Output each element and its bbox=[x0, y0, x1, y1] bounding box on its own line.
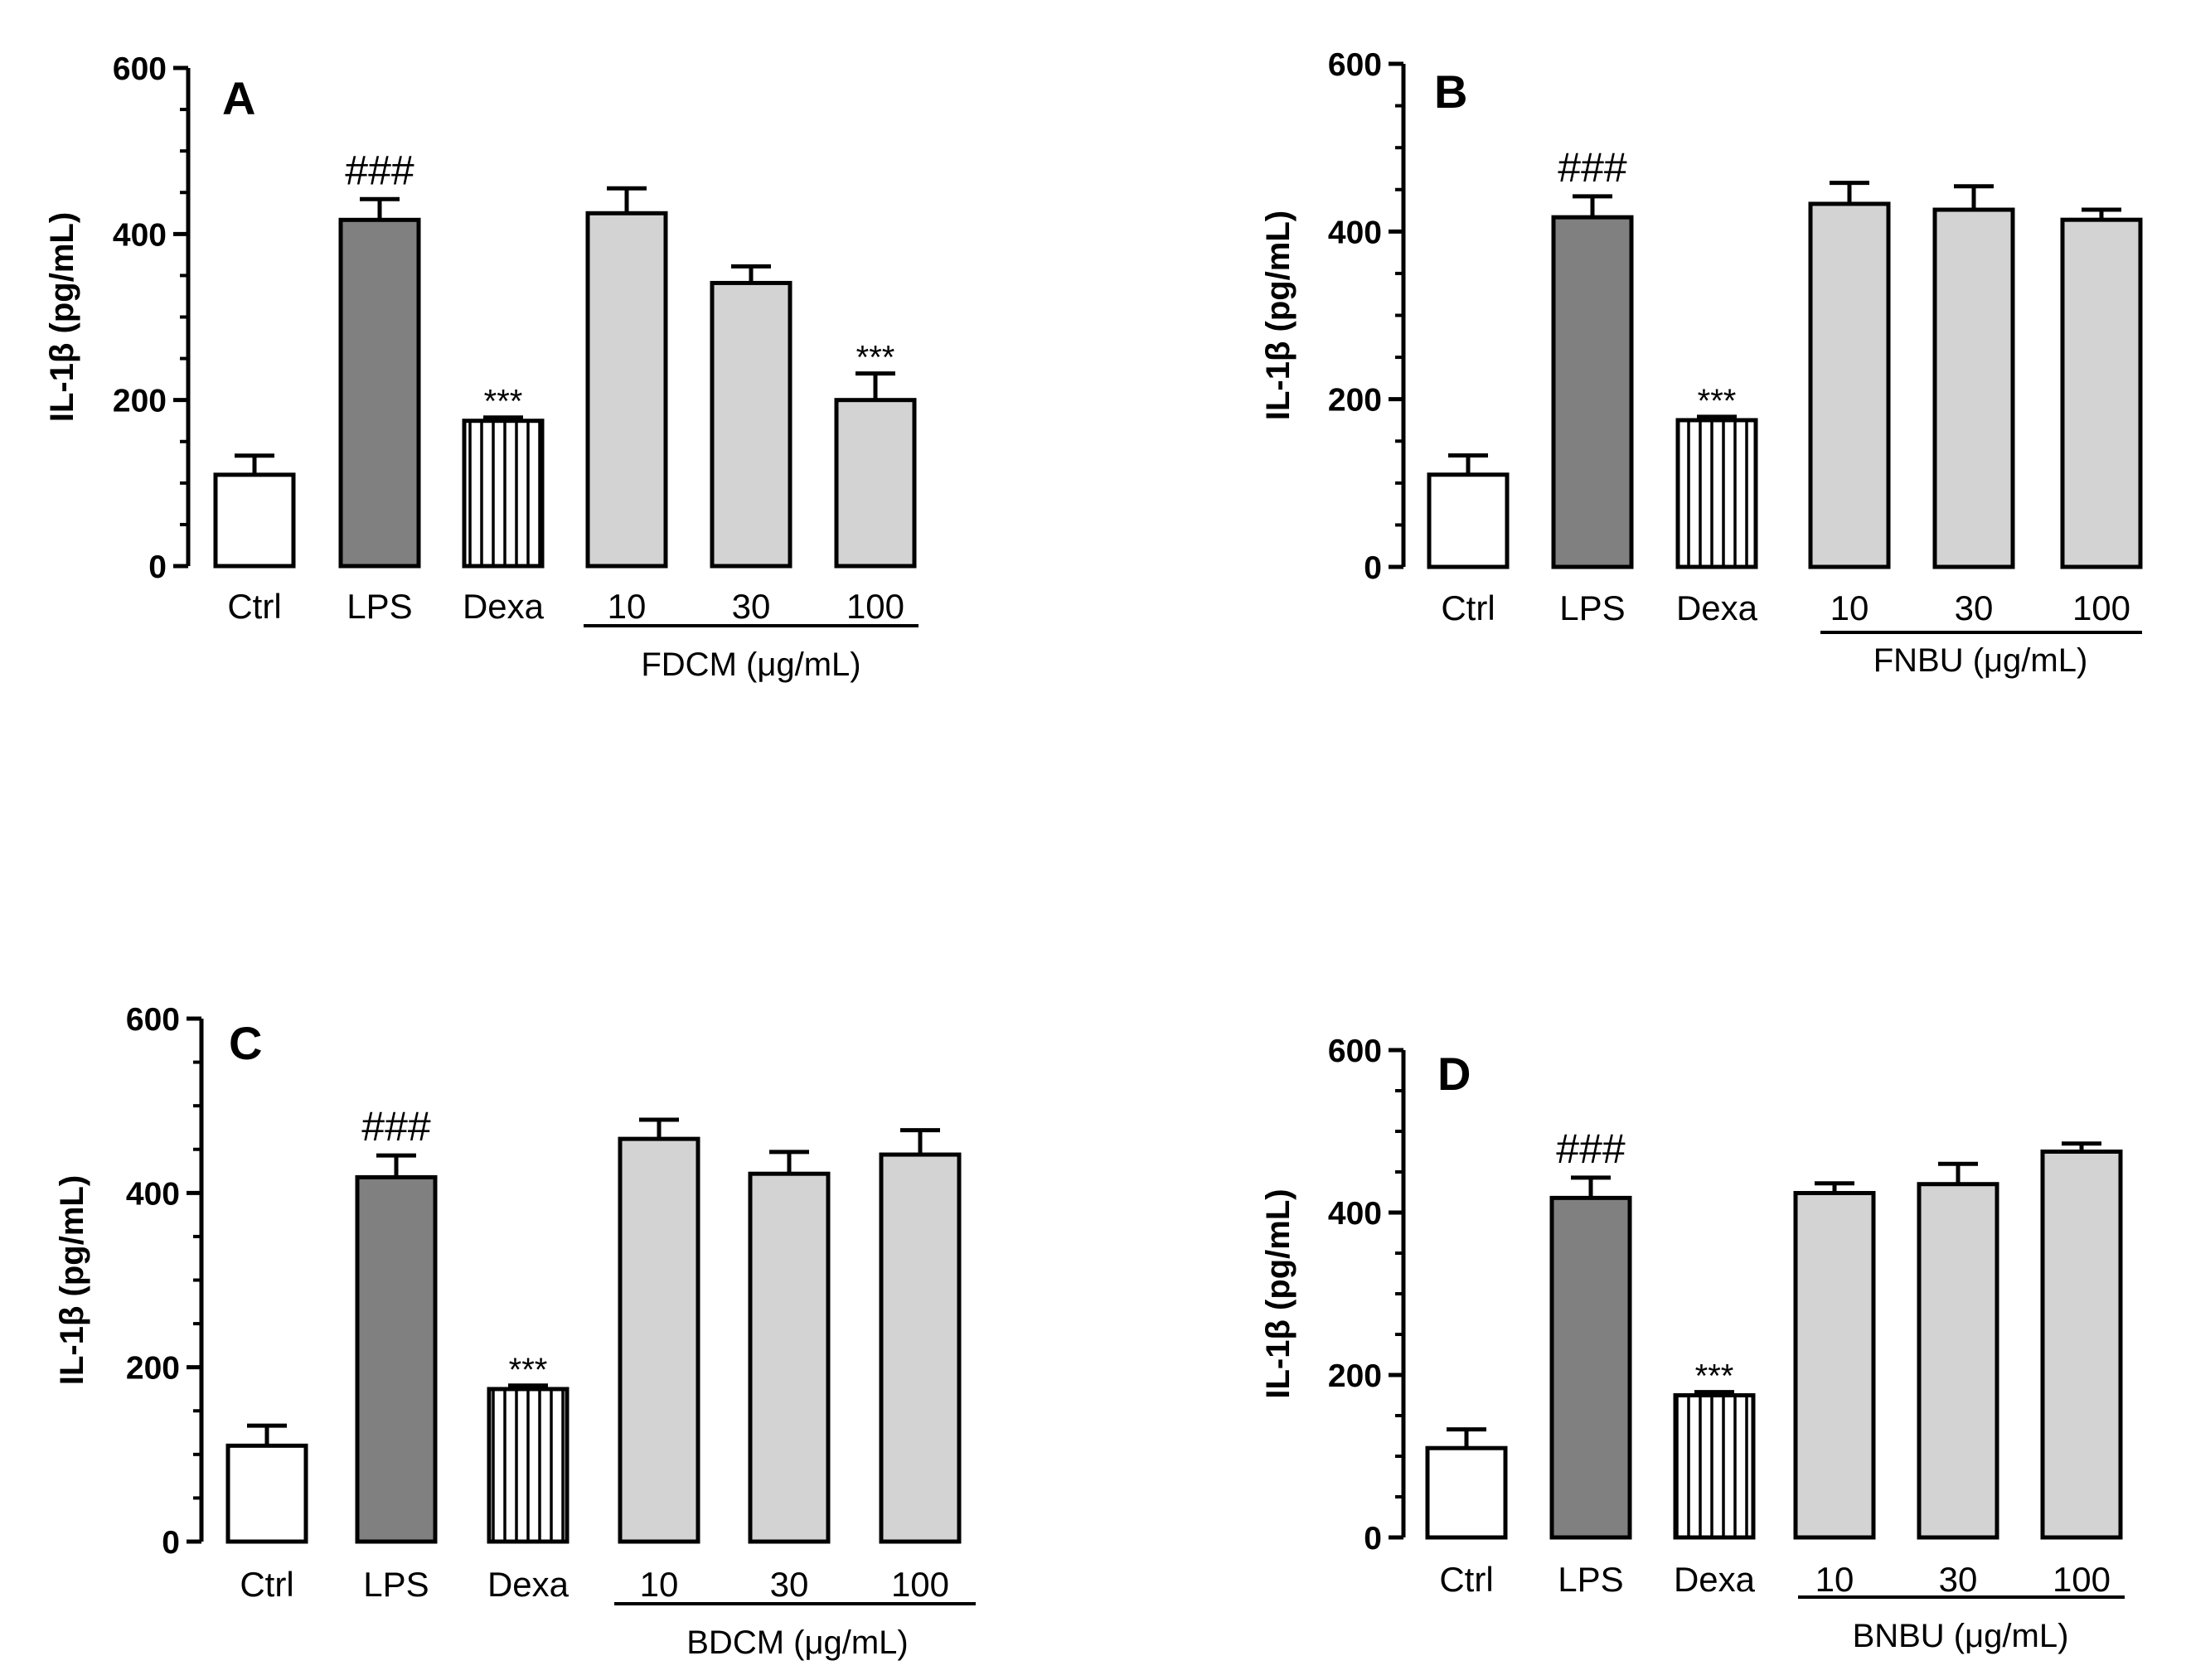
y-axis-title: IL-1β (pg/mL) bbox=[1260, 1189, 1297, 1398]
category-label: Ctrl bbox=[240, 1565, 293, 1604]
y-axis-title: IL-1β (pg/mL) bbox=[44, 212, 80, 422]
y-tick-label: 400 bbox=[126, 1176, 180, 1212]
y-tick-label: 600 bbox=[1328, 47, 1382, 83]
category-label: Ctrl bbox=[227, 587, 281, 626]
category-label: Ctrl bbox=[1441, 588, 1495, 627]
category-label: 30 bbox=[1955, 588, 1994, 627]
y-tick-label: 0 bbox=[1364, 1521, 1382, 1557]
category-label: LPS bbox=[1558, 1560, 1623, 1599]
category-label: 30 bbox=[770, 1565, 809, 1604]
bar-ctrl bbox=[1425, 1445, 1508, 1540]
bar-lps bbox=[338, 217, 421, 569]
significance-hash-label: ### bbox=[1558, 144, 1627, 191]
y-tick-label: 0 bbox=[1364, 550, 1382, 586]
category-label: LPS bbox=[347, 587, 412, 626]
y-tick-label: 400 bbox=[113, 217, 167, 253]
group-label: BDCM (μg/mL) bbox=[686, 1624, 909, 1661]
category-label: 30 bbox=[1939, 1560, 1978, 1599]
bar-lps bbox=[1549, 1195, 1632, 1540]
bar-10 bbox=[585, 211, 668, 569]
bar-lps bbox=[355, 1174, 438, 1544]
category-label: Dexa bbox=[1674, 1560, 1756, 1599]
bar-30 bbox=[1917, 1182, 1999, 1540]
y-tick-label: 600 bbox=[126, 1002, 180, 1038]
y-tick-label: 400 bbox=[1328, 1196, 1382, 1232]
significance-hash-label: ### bbox=[345, 147, 414, 193]
bar-30 bbox=[710, 280, 792, 569]
category-label: Dexa bbox=[1676, 588, 1758, 627]
category-label: 10 bbox=[640, 1565, 679, 1604]
category-label: 10 bbox=[1830, 588, 1869, 627]
significance-hash-label: ### bbox=[361, 1103, 431, 1150]
significance-star-label: *** bbox=[1695, 1358, 1734, 1395]
category-label: Ctrl bbox=[1439, 1560, 1493, 1599]
significance-star-label: *** bbox=[1698, 383, 1737, 419]
y-tick-label: 200 bbox=[1328, 1358, 1382, 1394]
panel-letter: C bbox=[229, 1017, 262, 1069]
category-label: 100 bbox=[2072, 588, 2130, 627]
bar-ctrl bbox=[225, 1443, 308, 1544]
category-label: LPS bbox=[363, 1565, 429, 1604]
bar-100 bbox=[2040, 1150, 2123, 1540]
significance-star-label: *** bbox=[856, 340, 895, 376]
panel-letter: D bbox=[1437, 1048, 1471, 1100]
bar-lps bbox=[1551, 215, 1634, 569]
group-label: BNBU (μg/mL) bbox=[1853, 1618, 2069, 1654]
bar-10 bbox=[1793, 1190, 1876, 1540]
y-tick-label: 600 bbox=[1328, 1034, 1382, 1069]
bar-dexa bbox=[487, 1387, 570, 1544]
bar-10 bbox=[1808, 201, 1891, 569]
y-tick-label: 400 bbox=[1328, 215, 1382, 250]
panel-letter: B bbox=[1434, 65, 1467, 118]
chart-panel-a: 0 200 400 600 IL-1β (pg/mL) A Ctrl LPS ### Dexa **… bbox=[44, 51, 919, 683]
significance-hash-label: ### bbox=[1556, 1126, 1626, 1172]
chart-panel-b: 0 200 400 600 IL-1β (pg/mL) B Ctrl LPS ### Dexa **… bbox=[1260, 47, 2143, 679]
y-axis-title: IL-1β (pg/mL) bbox=[1260, 211, 1297, 420]
category-label: 100 bbox=[891, 1565, 949, 1604]
bar-dexa bbox=[1675, 418, 1758, 569]
y-tick-label: 0 bbox=[162, 1525, 180, 1561]
category-label: 30 bbox=[732, 587, 771, 626]
bar-30 bbox=[748, 1171, 831, 1544]
y-tick-label: 0 bbox=[148, 550, 167, 585]
significance-star-label: *** bbox=[509, 1352, 548, 1388]
category-label: LPS bbox=[1559, 588, 1625, 627]
chart-panel-c: 0 200 400 600 IL-1β (pg/mL) C Ctrl LPS ### Dexa **… bbox=[54, 1002, 976, 1661]
bar-ctrl bbox=[213, 472, 296, 569]
bar-100 bbox=[834, 398, 917, 569]
category-label: 100 bbox=[2053, 1560, 2111, 1599]
y-tick-label: 200 bbox=[113, 384, 167, 419]
category-label: 10 bbox=[1815, 1560, 1854, 1599]
significance-star-label: *** bbox=[484, 384, 523, 420]
category-label: Dexa bbox=[463, 587, 545, 626]
y-tick-label: 200 bbox=[126, 1351, 180, 1387]
group-label: FNBU (μg/mL) bbox=[1873, 642, 2088, 679]
y-axis-title: IL-1β (pg/mL) bbox=[54, 1175, 90, 1385]
category-label: 10 bbox=[608, 587, 647, 626]
bar-30 bbox=[1932, 207, 2015, 569]
panel-letter: A bbox=[222, 72, 255, 124]
group-label: FDCM (μg/mL) bbox=[641, 646, 860, 683]
bar-dexa bbox=[1673, 1393, 1756, 1540]
bar-100 bbox=[879, 1152, 962, 1544]
chart-panel-d: 0 200 400 600 IL-1β (pg/mL) D Ctrl LPS ### Dexa **… bbox=[1260, 1034, 2125, 1654]
category-label: Dexa bbox=[487, 1565, 570, 1604]
y-tick-label: 600 bbox=[113, 51, 167, 87]
y-tick-label: 200 bbox=[1328, 383, 1382, 419]
bar-100 bbox=[2060, 217, 2143, 569]
bar-10 bbox=[618, 1136, 700, 1544]
category-label: 100 bbox=[846, 587, 904, 626]
bar-ctrl bbox=[1427, 472, 1510, 569]
bar-dexa bbox=[462, 419, 545, 569]
